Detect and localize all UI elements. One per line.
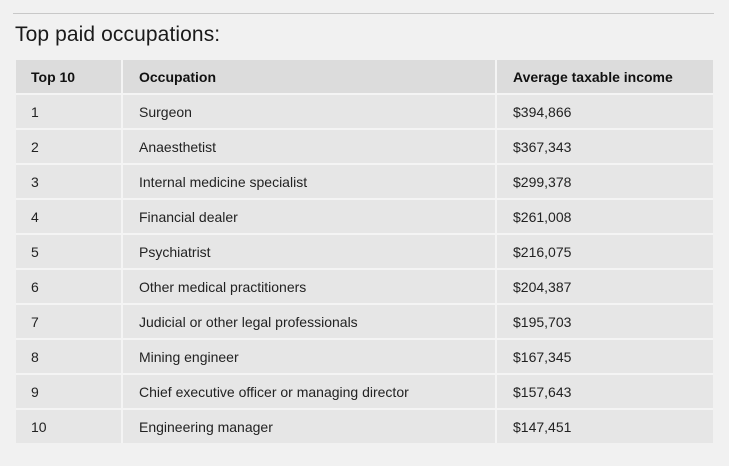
table-row: 7 Judicial or other legal professionals … (16, 303, 713, 338)
page-title: Top paid occupations: (15, 23, 221, 46)
rank-cell: 2 (16, 128, 121, 163)
table-row: 2 Anaesthetist $367,343 (16, 128, 713, 163)
income-cell: $394,866 (495, 93, 713, 128)
rank-cell: 7 (16, 303, 121, 338)
rank-cell: 1 (16, 93, 121, 128)
occupation-cell: Financial dealer (121, 198, 495, 233)
table-row: 5 Psychiatrist $216,075 (16, 233, 713, 268)
table-row: 6 Other medical practitioners $204,387 (16, 268, 713, 303)
income-cell: $157,643 (495, 373, 713, 408)
top-divider (13, 13, 714, 14)
table-body: 1 Surgeon $394,866 2 Anaesthetist $367,3… (16, 93, 713, 443)
income-cell: $147,451 (495, 408, 713, 443)
table-row: 1 Surgeon $394,866 (16, 93, 713, 128)
rank-cell: 3 (16, 163, 121, 198)
income-cell: $299,378 (495, 163, 713, 198)
occupation-cell: Chief executive officer or managing dire… (121, 373, 495, 408)
income-cell: $261,008 (495, 198, 713, 233)
table-header: Top 10 Occupation Average taxable income (16, 60, 713, 93)
occupations-table: Top 10 Occupation Average taxable income… (16, 60, 713, 443)
occupation-cell: Psychiatrist (121, 233, 495, 268)
rank-cell: 10 (16, 408, 121, 443)
occupation-cell: Mining engineer (121, 338, 495, 373)
table-row: 3 Internal medicine specialist $299,378 (16, 163, 713, 198)
income-cell: $167,345 (495, 338, 713, 373)
income-cell: $367,343 (495, 128, 713, 163)
table-header-row: Top 10 Occupation Average taxable income (16, 60, 713, 93)
column-header-income: Average taxable income (495, 60, 713, 93)
occupation-cell: Anaesthetist (121, 128, 495, 163)
income-cell: $195,703 (495, 303, 713, 338)
rank-cell: 9 (16, 373, 121, 408)
table-row: 8 Mining engineer $167,345 (16, 338, 713, 373)
rank-cell: 6 (16, 268, 121, 303)
occupation-cell: Judicial or other legal professionals (121, 303, 495, 338)
rank-cell: 8 (16, 338, 121, 373)
occupation-cell: Other medical practitioners (121, 268, 495, 303)
column-header-rank: Top 10 (16, 60, 121, 93)
occupation-cell: Surgeon (121, 93, 495, 128)
income-cell: $204,387 (495, 268, 713, 303)
rank-cell: 4 (16, 198, 121, 233)
rank-cell: 5 (16, 233, 121, 268)
table-row: 4 Financial dealer $261,008 (16, 198, 713, 233)
table-row: 10 Engineering manager $147,451 (16, 408, 713, 443)
income-cell: $216,075 (495, 233, 713, 268)
column-header-occupation: Occupation (121, 60, 495, 93)
occupation-cell: Engineering manager (121, 408, 495, 443)
table-row: 9 Chief executive officer or managing di… (16, 373, 713, 408)
occupation-cell: Internal medicine specialist (121, 163, 495, 198)
